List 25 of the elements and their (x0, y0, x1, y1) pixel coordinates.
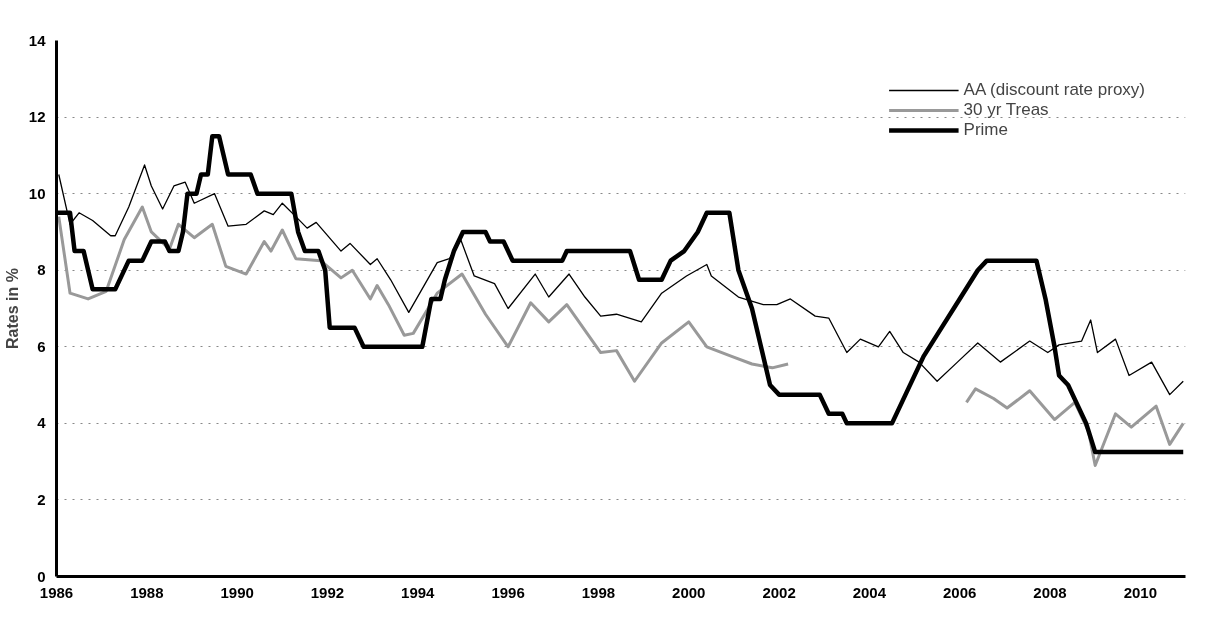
x-tick-label: 1986 (39, 583, 74, 601)
x-tick-label: 2000 (672, 583, 706, 601)
y-axis-title: Rates in % (3, 268, 21, 349)
x-tick-label: 1994 (401, 583, 436, 601)
y-tick-label: 12 (28, 108, 46, 126)
legend-label: AA (discount rate proxy) (963, 80, 1145, 100)
x-tick-label: 1992 (310, 583, 345, 601)
y-tick-label: 10 (28, 184, 46, 202)
x-tick-label: 1998 (581, 583, 616, 601)
y-tick-label: 8 (37, 261, 46, 279)
y-tick-label: 0 (37, 567, 46, 585)
y-tick-label: 2 (37, 490, 46, 508)
x-tick-label: 2006 (943, 583, 977, 601)
y-tick-label: 6 (37, 337, 46, 355)
x-tick-label: 1988 (130, 583, 164, 601)
x-tick-label: 2004 (852, 583, 887, 601)
x-tick-label: 1990 (220, 583, 254, 601)
y-tick-label: 14 (28, 31, 47, 49)
legend-label: 30 yr Treas (963, 100, 1049, 120)
x-tick-label: 2010 (1123, 583, 1158, 601)
y-tick-label: 4 (37, 414, 47, 432)
x-tick-label: 2008 (1033, 583, 1067, 601)
x-tick-label: 2002 (762, 583, 796, 601)
legend-label: Prime (963, 120, 1008, 140)
x-tick-label: 1996 (491, 583, 525, 601)
